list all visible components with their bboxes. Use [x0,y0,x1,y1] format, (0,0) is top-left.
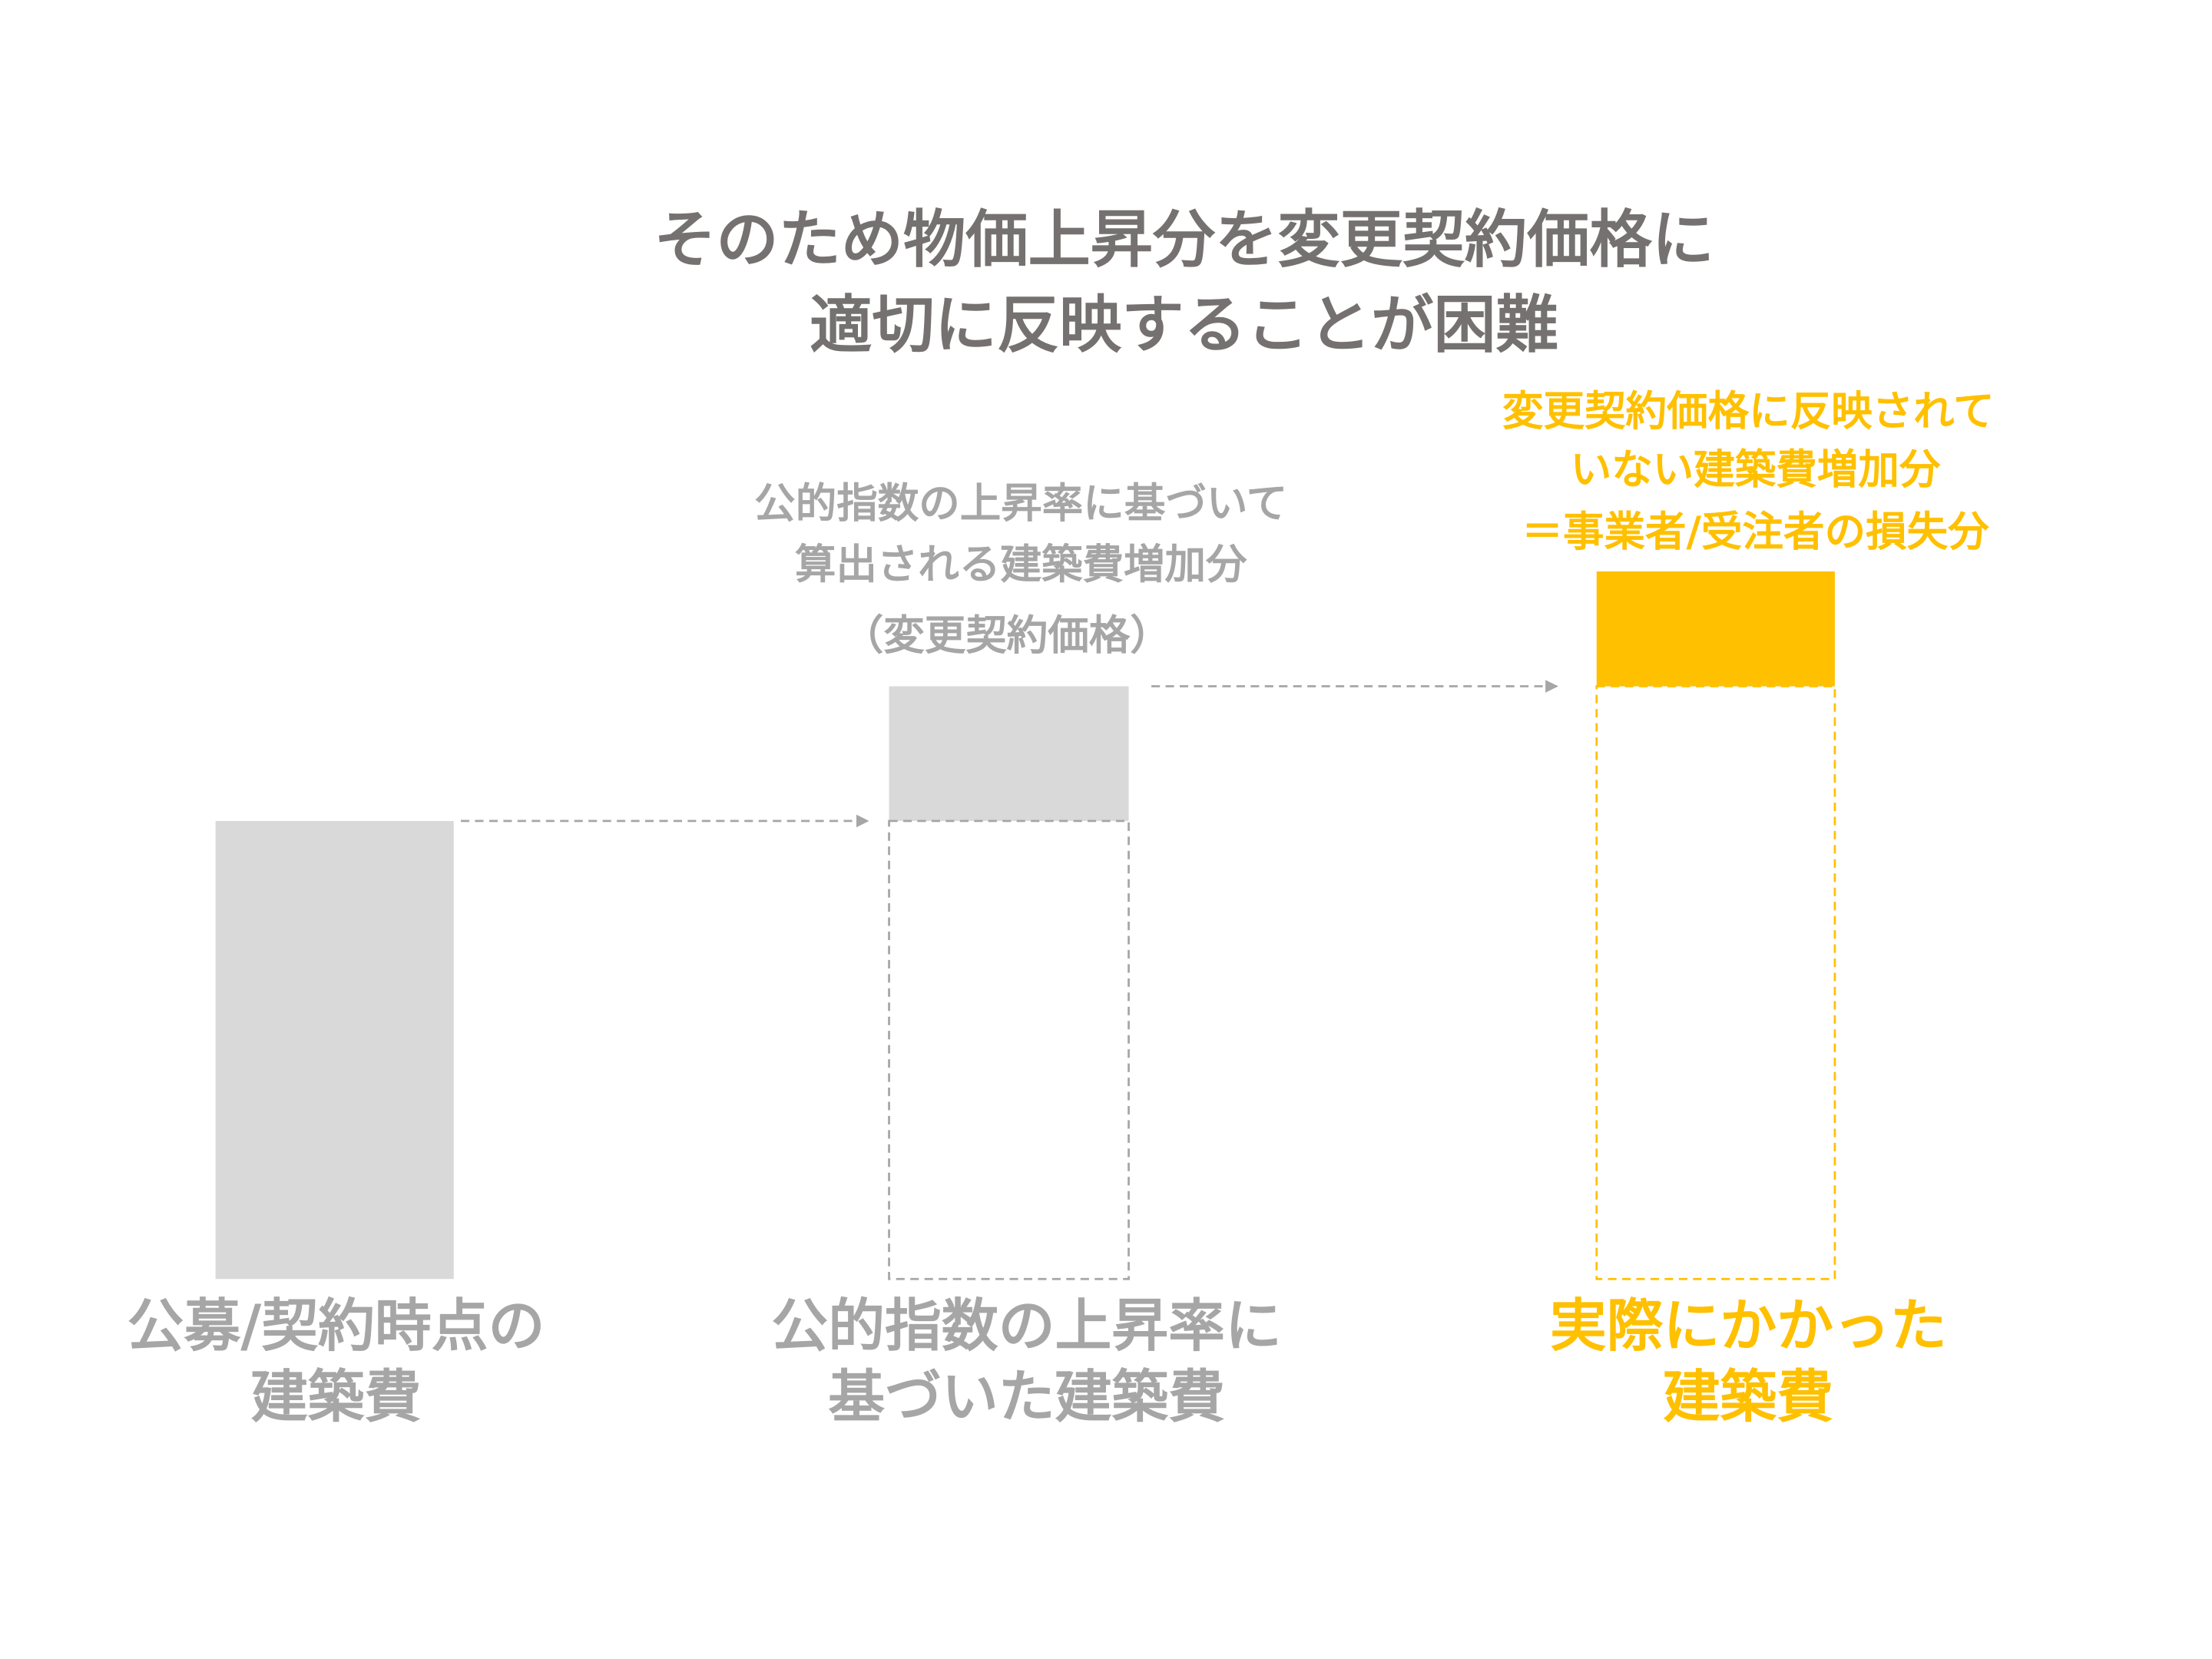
annotation: 変更契約価格に反映されて [1502,387,1995,435]
column-label: 実際にかかった [1550,1293,1947,1359]
bar-outline [1595,685,1836,1280]
bar-base [215,820,454,1280]
column-label: 建築費 [251,1364,421,1430]
column-label: 公募/契約時点の [127,1293,545,1359]
annotation: 算出される建築費増加分 [795,540,1247,588]
annotation: （変更契約価格） [843,611,1171,659]
column-label: 建築費 [1664,1364,1834,1430]
bar-outline [888,820,1130,1280]
column-label: 基づいた建築費 [828,1364,1225,1430]
title-line: そのため物価上昇分を変更契約価格に [654,204,1714,276]
bar-loss [1596,571,1835,687]
title-line: 適切に反映することが困難 [810,290,1558,362]
annotation: いない建築費増加分 [1571,445,1941,493]
column-label: 公的指数の上昇率に [771,1293,1281,1359]
annotation: 公的指数の上昇率に基づいて [754,479,1287,528]
annotation: ＝事業者/受注者の損失分 [1522,508,1989,556]
bar-increase [889,686,1129,821]
